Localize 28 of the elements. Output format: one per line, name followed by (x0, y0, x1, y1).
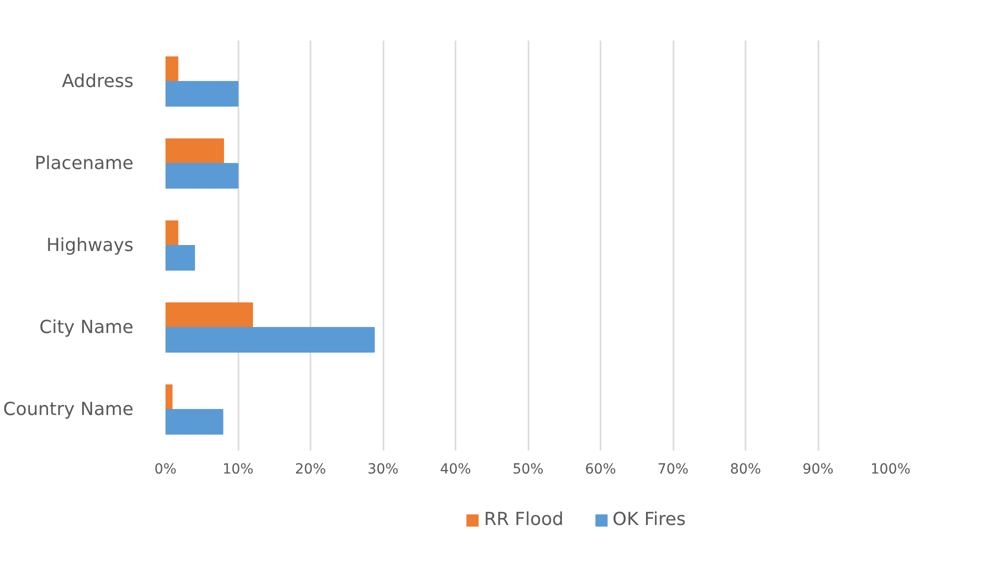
y-tick-label: City Name (39, 317, 134, 338)
x-tick-label: 10% (222, 462, 254, 478)
x-tick-label: 50% (512, 462, 544, 478)
legend-label: OK Fires (612, 509, 686, 530)
x-tick-label: 60% (584, 462, 616, 478)
bar (166, 220, 178, 246)
x-tick-label: 20% (294, 462, 326, 478)
x-tick-label: 0% (154, 462, 177, 478)
y-tick-label: Country Name (3, 399, 134, 420)
bar (166, 138, 224, 164)
x-tick-label: 30% (367, 462, 399, 478)
bar (166, 302, 253, 328)
y-tick-label: Highways (46, 235, 134, 256)
x-tick-label: 40% (440, 462, 472, 478)
bar (166, 384, 173, 410)
bar (166, 81, 238, 107)
x-tick-label: 100% (870, 462, 911, 478)
x-tick-label: 70% (657, 462, 689, 478)
y-tick-label: Address (62, 71, 134, 92)
bar (166, 409, 224, 435)
bar (166, 327, 375, 353)
legend-label: RR Flood (484, 509, 564, 530)
bar (166, 163, 238, 189)
bar (166, 245, 195, 271)
x-tick-label: 80% (730, 462, 762, 478)
y-tick-label: Placename (34, 153, 134, 174)
x-tick-label: 90% (802, 462, 834, 478)
bar (166, 56, 178, 82)
